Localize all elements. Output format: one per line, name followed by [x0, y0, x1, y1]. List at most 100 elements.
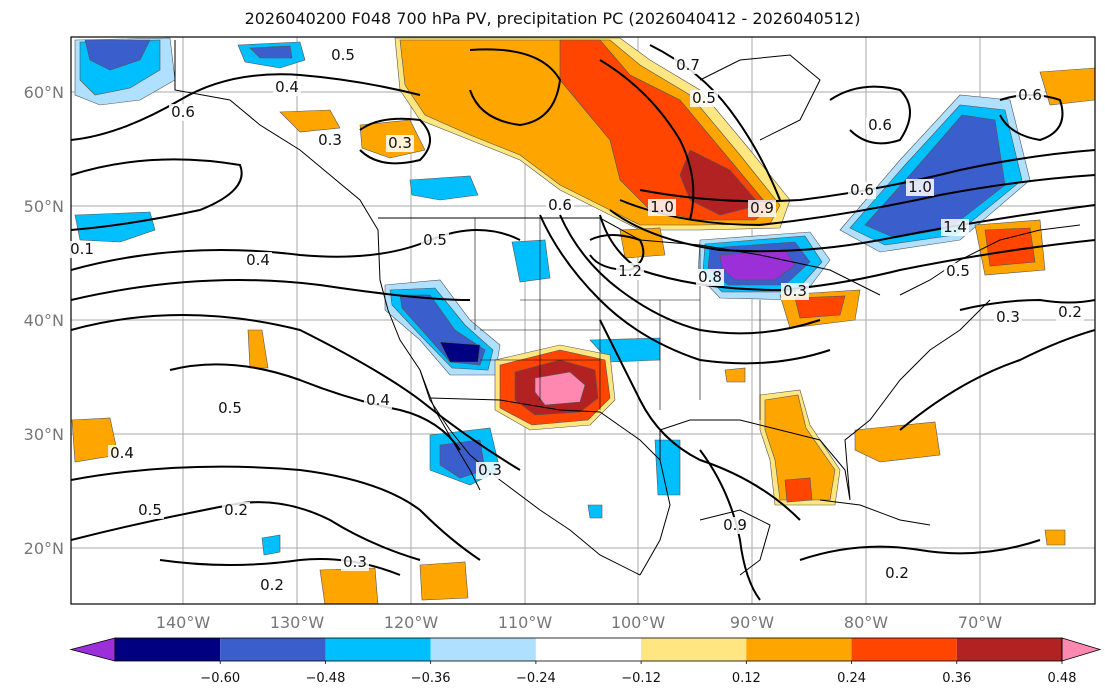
- contour-label: 0.5: [692, 89, 716, 107]
- map-title: 2026040200 F048 700 hPa PV, precipitatio…: [244, 9, 861, 28]
- lat-label: 30°N: [24, 425, 64, 444]
- contour-label: 0.2: [1058, 303, 1082, 321]
- latitude-labels: 60°N 50°N 40°N 30°N 20°N: [24, 83, 64, 558]
- hudson-bay: [699, 54, 821, 141]
- colorbar-frame: [114, 637, 1063, 662]
- contour-label: 0.3: [343, 553, 367, 571]
- contour-label: 0.3: [783, 282, 807, 300]
- lon-label: 140°W: [156, 613, 211, 632]
- contour-line: [699, 449, 761, 601]
- colorbar-segment: [535, 638, 642, 661]
- contour-line: [799, 539, 1041, 561]
- contour-label-bg: [616, 263, 644, 280]
- contour-label-bg: [273, 79, 301, 96]
- contour-label-bg: [906, 179, 934, 196]
- contour-label-bg: [721, 517, 749, 534]
- contour-label-bg: [1016, 87, 1044, 104]
- colorbar-label: −0.60: [200, 671, 240, 686]
- contour-label: 0.5: [423, 231, 447, 249]
- shade-negative: [261, 534, 281, 556]
- colorbar-label: 0.12: [732, 671, 761, 686]
- contour-label-bg: [216, 400, 244, 417]
- shade-positive: [279, 109, 341, 133]
- colorbar-label: −0.36: [411, 671, 451, 686]
- shade-negative: [84, 39, 151, 71]
- contour-label: 0.3: [388, 134, 412, 152]
- contour-label-bg: [136, 502, 164, 519]
- shade-positive: [419, 561, 469, 601]
- colorbar-arrow-min: [69, 637, 116, 662]
- contour-label: 0.6: [868, 116, 892, 134]
- contour-label: 0.2: [260, 576, 284, 594]
- contour-label-bg: [108, 445, 136, 462]
- shade-negative: [249, 45, 293, 59]
- contour-line: [609, 204, 1095, 253]
- contour-line: [899, 329, 1095, 431]
- shade-negative: [409, 175, 479, 201]
- yucatan: [699, 509, 771, 576]
- colorbar-segment: [220, 638, 326, 661]
- contour-line: [469, 48, 562, 127]
- lon-label: 80°W: [844, 613, 888, 632]
- contour-label: 0.3: [478, 461, 502, 479]
- colorbar-segment: [746, 638, 852, 661]
- shade-negative: [654, 439, 681, 496]
- shade-negative: [511, 239, 551, 283]
- contour-label-bg: [476, 462, 504, 479]
- contour-label-bg: [341, 554, 369, 571]
- contour-line: [359, 117, 431, 165]
- contour-line: [559, 214, 821, 335]
- contour-label-bg: [696, 269, 724, 286]
- pv-contours: [71, 44, 1095, 601]
- contour-label-bg: [674, 57, 702, 74]
- contour-label: 0.1: [70, 240, 94, 258]
- contour-label: 0.6: [548, 196, 572, 214]
- lon-label: 70°W: [958, 613, 1002, 632]
- contour-line: [71, 73, 421, 141]
- colorbar-segment: [430, 638, 536, 661]
- contour-label: 0.6: [1018, 86, 1042, 104]
- shade-positive: [764, 394, 836, 501]
- contour-line: [619, 174, 1095, 227]
- contour-label: 0.6: [171, 103, 195, 121]
- shade-positive: [984, 227, 1036, 267]
- contour-label: 1.4: [943, 218, 967, 236]
- contour-label: 0.5: [946, 262, 970, 280]
- east-canada-coast: [899, 224, 1081, 296]
- contour-label: 0.8: [698, 268, 722, 286]
- shade-positive: [1044, 529, 1066, 546]
- lat-label: 20°N: [24, 539, 64, 558]
- contour-label: 0.4: [110, 444, 134, 462]
- baja: [419, 369, 481, 491]
- shade-positive: [319, 567, 379, 604]
- contour-label-bg: [748, 200, 776, 217]
- west-coast: [229, 99, 641, 576]
- contour-line: [959, 298, 1095, 311]
- contour-label-bg: [648, 199, 676, 216]
- contour-line: [599, 59, 695, 221]
- contour-label-bg: [941, 219, 969, 236]
- shade-positive: [784, 477, 813, 503]
- contour-label-bg: [883, 565, 911, 582]
- contour-label-bg: [169, 104, 197, 121]
- shade-positive: [534, 371, 586, 406]
- shade-negative: [74, 211, 156, 243]
- contour-label: 0.5: [331, 46, 355, 64]
- contour-label: 0.5: [138, 501, 162, 519]
- contour-label-bg: [1056, 304, 1084, 321]
- contour-label-bg: [781, 283, 809, 300]
- contour-label: 0.9: [750, 199, 774, 217]
- contour-label: 0.4: [275, 78, 299, 96]
- colorbar-segment: [115, 638, 221, 661]
- contour-label-bg: [866, 117, 894, 134]
- contour-label-bg: [329, 47, 357, 64]
- contour-labels: 0.4 0.6 0.5 0.3 0.7 0.5 0.3 0.6 1.0 0.9 1.2 0.5 0.4 0…: [68, 46, 1084, 594]
- lat-label: 50°N: [24, 197, 64, 216]
- colorbar-label: 0.48: [1048, 671, 1077, 686]
- shade-positive: [724, 367, 746, 383]
- canada-north: [174, 40, 231, 101]
- shade-positive: [854, 421, 941, 463]
- contour-label-bg: [222, 502, 250, 519]
- contour-line: [71, 229, 521, 271]
